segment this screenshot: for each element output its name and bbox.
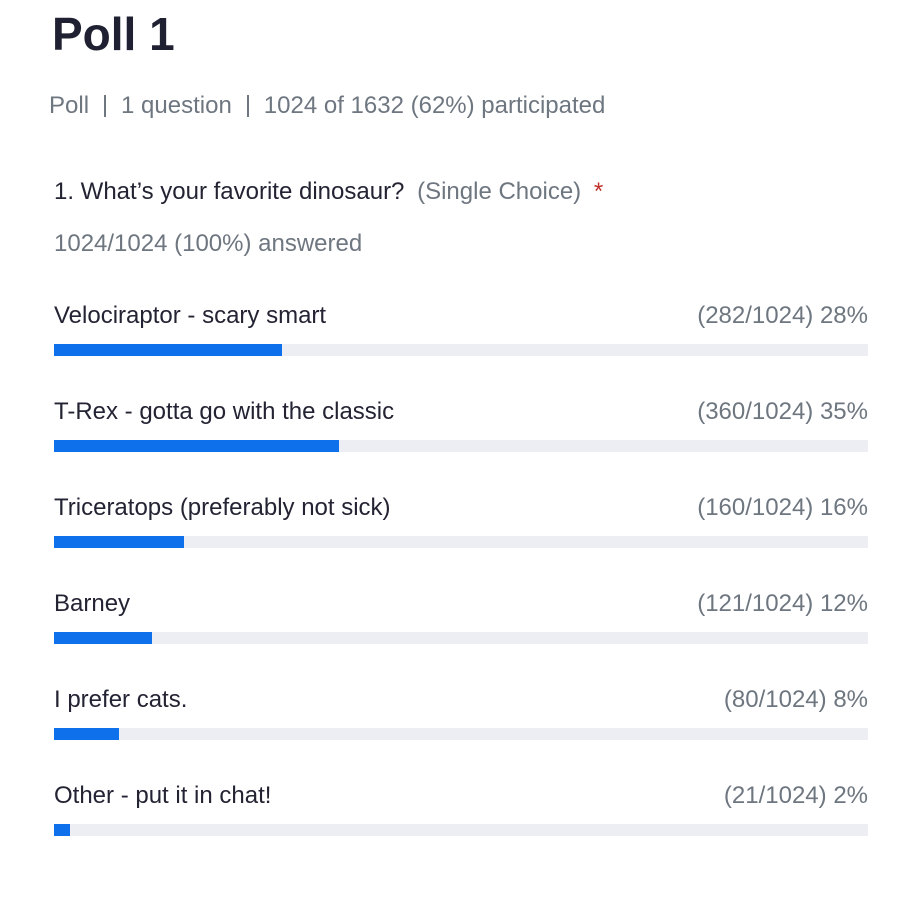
answered-stat: 1024/1024 (100%) answered [54,230,363,257]
option-item: Velociraptor - scary smart (282/1024) 28… [54,300,868,396]
meta-divider [104,95,107,117]
option-item: Other - put it in chat! (21/1024) 2% [54,780,868,876]
question-count: 1 question [121,92,232,119]
option-count: (282/1024) 28% [697,302,868,329]
poll-meta: Poll 1 question 1024 of 1632 (62%) parti… [49,90,605,122]
result-bar-fill [54,728,120,740]
result-bar-fill [54,536,185,548]
option-label: Other - put it in chat! [54,782,272,809]
participation-stat: 1024 of 1632 (62%) participated [263,92,606,119]
option-label: Velociraptor - scary smart [54,302,327,329]
question-heading: 1. What’s your favorite dinosaur? (Singl… [54,176,603,208]
option-label: T-Rex - gotta go with the classic [54,398,395,425]
result-bar-fill [54,824,71,836]
result-bar-track [54,440,868,452]
required-asterisk: * [593,178,604,205]
option-count: (360/1024) 35% [697,398,868,425]
option-count: (160/1024) 16% [697,494,868,521]
question-type: (Single Choice) [417,178,582,205]
option-label: Barney [54,590,131,617]
option-count: (80/1024) 8% [723,686,868,713]
result-bar-fill [54,632,152,644]
option-count: (121/1024) 12% [697,590,868,617]
result-bar-track [54,824,868,836]
option-label: I prefer cats. [54,686,188,713]
result-bar-track [54,536,868,548]
option-item: Barney (121/1024) 12% [54,588,868,684]
meta-divider [246,95,249,117]
result-bar-track [54,632,868,644]
result-bar-track [54,344,868,356]
result-bar-fill [54,344,282,356]
question-text: 1. What’s your favorite dinosaur? [54,178,405,205]
result-bar-track [54,728,868,740]
poll-type-label: Poll [49,92,90,119]
options-list: Velociraptor - scary smart (282/1024) 28… [54,300,868,876]
option-item: T-Rex - gotta go with the classic (360/1… [54,396,868,492]
option-item: I prefer cats. (80/1024) 8% [54,684,868,780]
option-label: Triceratops (preferably not sick) [54,494,391,521]
option-count: (21/1024) 2% [723,782,868,809]
result-bar-fill [54,440,339,452]
poll-title: Poll 1 [52,8,175,60]
option-item: Triceratops (preferably not sick) (160/1… [54,492,868,588]
